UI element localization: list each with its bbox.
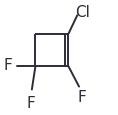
Text: F: F [3,58,12,72]
Text: Cl: Cl [75,5,90,20]
Text: F: F [27,95,36,110]
Text: F: F [77,90,86,105]
